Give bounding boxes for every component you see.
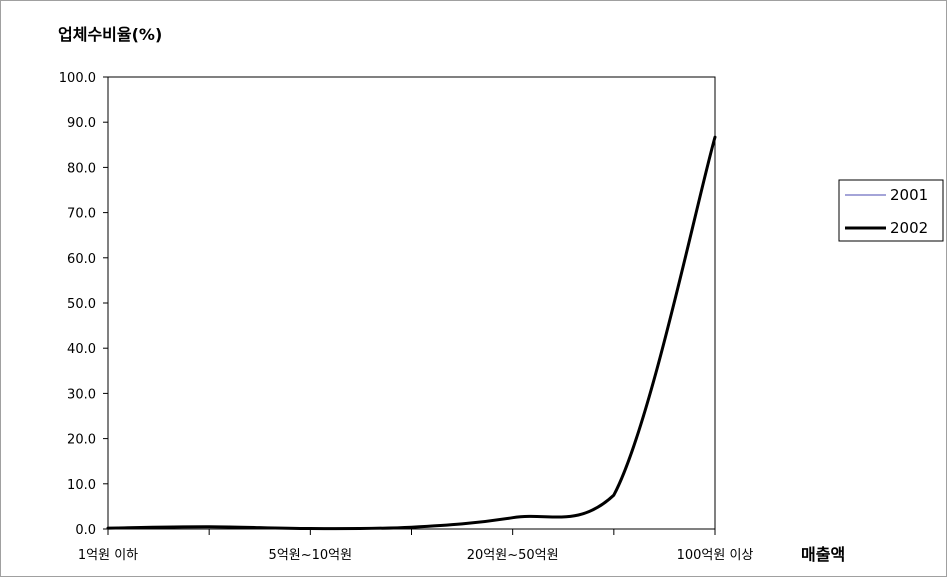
plot-area: 0.0 10.0 20.0 30.0 40.0 50.0 60.0 70.0 80.0 90.0 1… bbox=[59, 71, 754, 563]
y-tick-label: 20.0 bbox=[67, 433, 96, 448]
y-tick-label: 40.0 bbox=[67, 342, 96, 357]
legend-label-2002: 2002 bbox=[890, 219, 928, 237]
y-tick-label: 30.0 bbox=[67, 387, 96, 402]
y-axis-title: 업체수비율(%) bbox=[58, 25, 162, 44]
y-tick-label: 90.0 bbox=[67, 116, 96, 131]
y-tick-label: 100.0 bbox=[59, 71, 96, 86]
y-tick-label: 0.0 bbox=[75, 523, 96, 538]
series-line-2002 bbox=[106, 135, 717, 531]
plot-border bbox=[107, 76, 716, 530]
legend: 2001 2002 bbox=[838, 179, 944, 242]
y-tick-label: 80.0 bbox=[67, 161, 96, 176]
y-tick-label: 10.0 bbox=[67, 478, 96, 493]
x-tick-label: 1억원 이하 bbox=[78, 548, 138, 563]
y-tick-label: 60.0 bbox=[67, 252, 96, 267]
legend-box bbox=[838, 179, 944, 242]
legend-label-2001: 2001 bbox=[890, 186, 928, 204]
x-axis-title: 매출액 bbox=[801, 545, 845, 564]
y-tick-label: 50.0 bbox=[67, 297, 96, 312]
x-tick-label: 100억원 이상 bbox=[677, 548, 754, 563]
x-tick-label: 5억원~10억원 bbox=[269, 548, 353, 563]
x-tick-label: 20억원~50억원 bbox=[467, 548, 559, 563]
y-tick-label: 70.0 bbox=[67, 207, 96, 222]
